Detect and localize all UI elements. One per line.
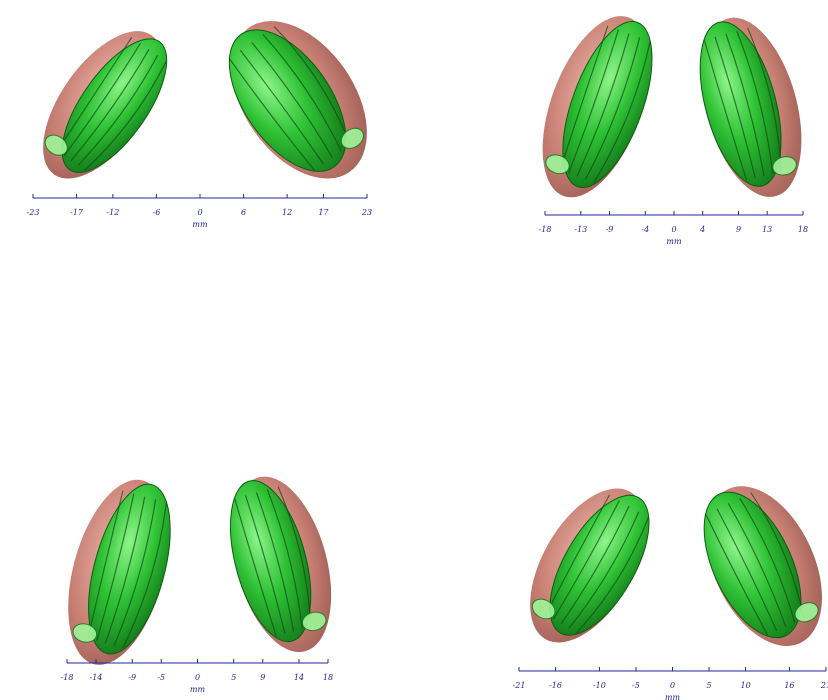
scale-tick-label: 0 — [671, 225, 676, 234]
lobe — [204, 0, 395, 203]
figure: -23 -17 -12 -6 0 6 12 17 23 mm -18 -13 -9 -4 0 4 9 13 18 mm… — [0, 0, 828, 700]
scale-tick-label: -5 — [632, 681, 640, 690]
scale-tick-label: -4 — [641, 225, 649, 234]
scale-tick-label: -12 — [106, 208, 119, 217]
scale-tick-label: -21 — [513, 681, 526, 690]
scale-tick-label: -18 — [61, 673, 74, 682]
scale-tick-label: 10 — [741, 681, 751, 690]
scale-unit: mm — [190, 685, 206, 694]
scale-tick-label: 4 — [699, 225, 705, 234]
scale-tick-label: -6 — [153, 208, 161, 217]
scale-tick-label: -16 — [549, 681, 562, 690]
scale-tick-label: -23 — [27, 208, 40, 217]
lobe — [521, 2, 671, 211]
scale-tick-label: 9 — [736, 225, 741, 234]
render-panel: -18 -14 -9 -5 0 5 9 14 18 mm — [50, 466, 348, 694]
scale-tick-label: 17 — [318, 208, 329, 217]
scale-tick-label: -5 — [157, 673, 165, 682]
scale-tick-label: 18 — [323, 673, 333, 682]
scale-tick-label: 14 — [294, 673, 304, 682]
lobe — [684, 7, 819, 208]
scale-tick-label: -9 — [606, 225, 614, 234]
lobe — [506, 469, 669, 661]
render-panel: -18 -13 -9 -4 0 4 9 13 18 mm — [521, 2, 819, 246]
scale-tick-label: -17 — [70, 208, 84, 217]
render-panel: -23 -17 -12 -6 0 6 12 17 23 mm — [20, 0, 395, 229]
scale-tick-label: 16 — [784, 681, 794, 690]
scale-tick-label: 18 — [798, 225, 808, 234]
scale-tick-label: -10 — [593, 681, 606, 690]
scale-unit: mm — [192, 220, 208, 229]
scale-tick-label: 5 — [707, 681, 712, 690]
scale-tick-label: 0 — [195, 673, 200, 682]
scale-tick-label: -13 — [574, 225, 587, 234]
scale-tick-label: -9 — [128, 673, 136, 682]
render-panel: -21 -16 -10 -5 0 5 10 16 21 mm — [506, 468, 828, 700]
scale-tick-label: 13 — [762, 225, 772, 234]
lobe — [215, 466, 349, 663]
lobe — [20, 11, 187, 199]
scale-tick-label: 0 — [197, 208, 202, 217]
scale-tick-label: 5 — [231, 673, 236, 682]
scale-tick-label: 21 — [820, 681, 828, 690]
scale-unit: mm — [665, 693, 681, 700]
lobe — [50, 469, 186, 676]
scale-tick-label: 0 — [670, 681, 675, 690]
scale-unit: mm — [666, 237, 682, 246]
scale-tick-label: 23 — [361, 208, 372, 217]
lobe — [683, 468, 828, 664]
scale-tick-label: -14 — [90, 673, 103, 682]
scale-tick-label: -18 — [539, 225, 552, 234]
scale-tick-label: 6 — [241, 208, 246, 217]
scale-tick-label: 12 — [282, 208, 292, 217]
scale-tick-label: 9 — [260, 673, 265, 682]
